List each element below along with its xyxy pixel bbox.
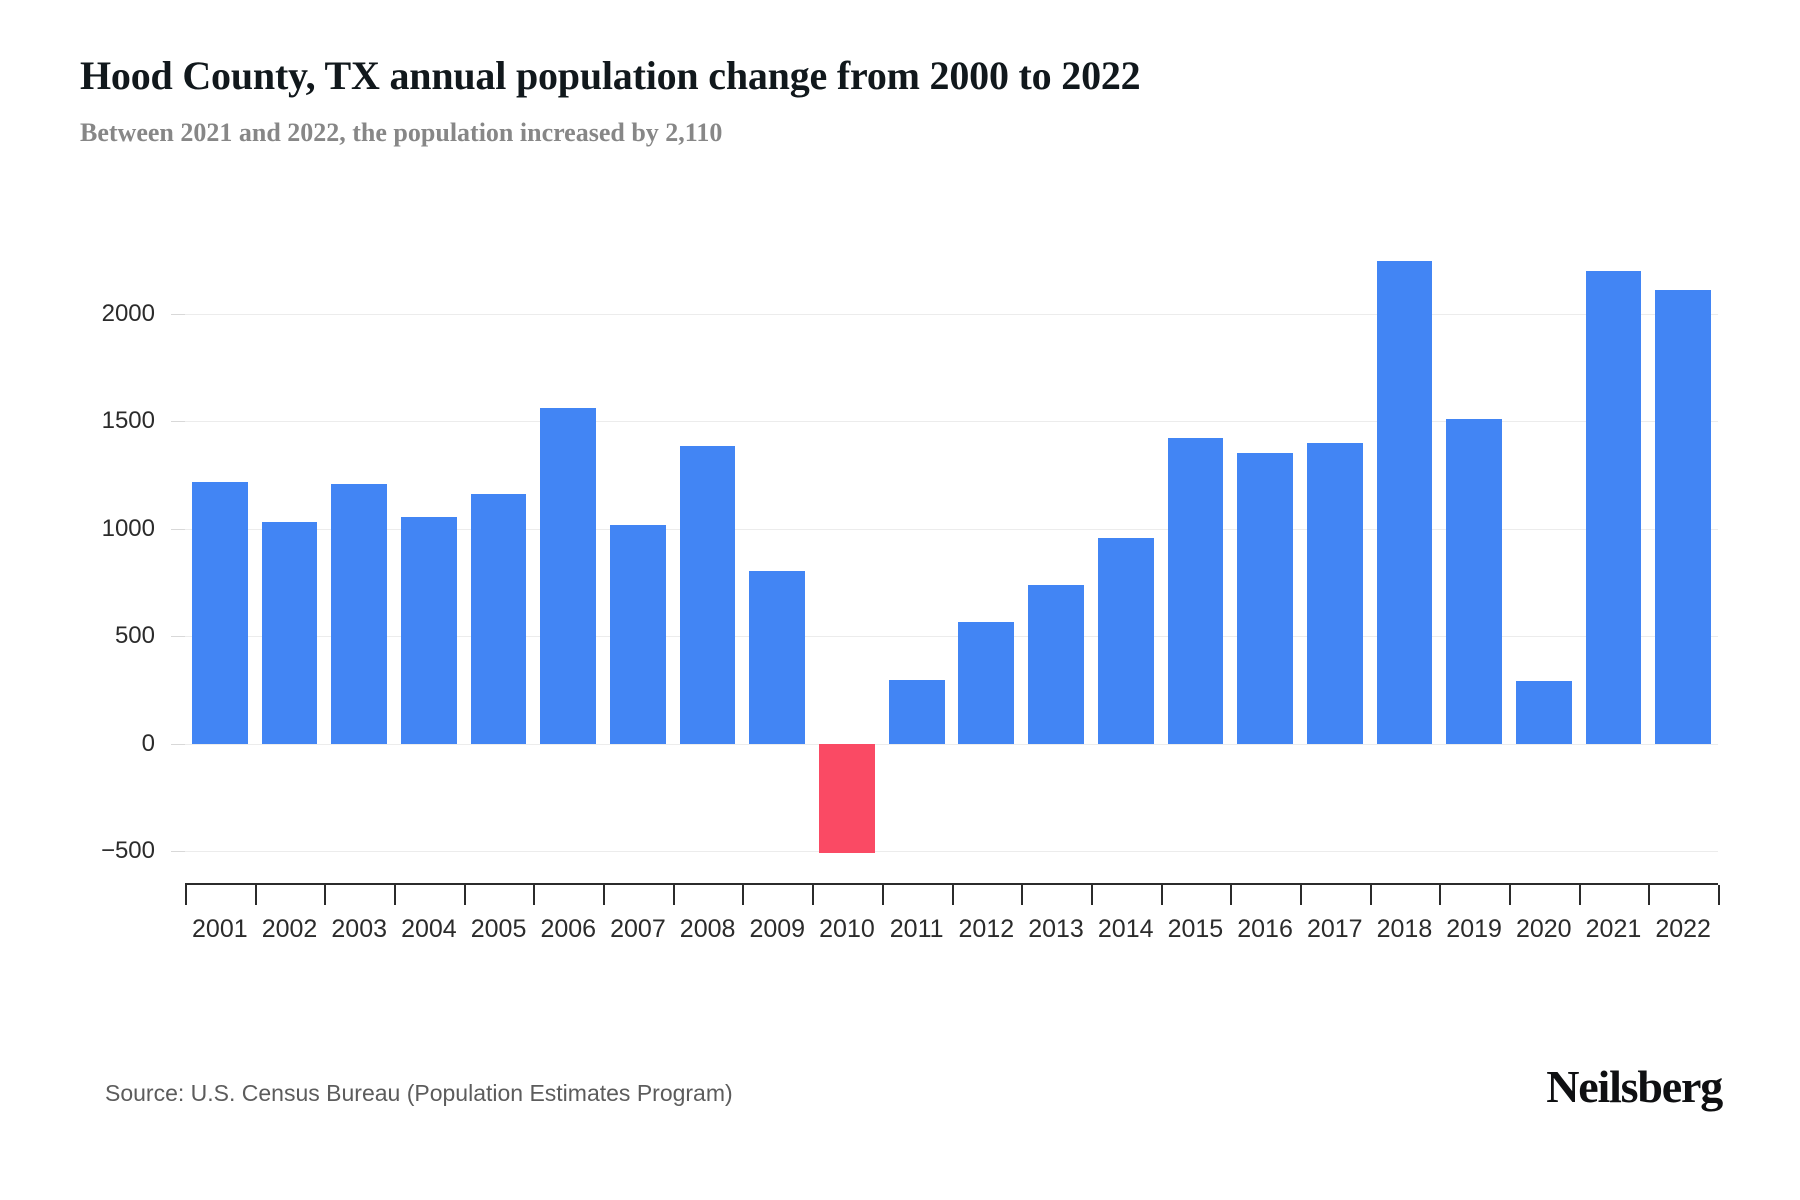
x-axis-label-2016: 2016: [1237, 915, 1293, 943]
chart-header: Hood County, TX annual population change…: [80, 50, 1720, 152]
x-axis-tick-mark: [1578, 885, 1581, 905]
x-axis-label-2011: 2011: [889, 915, 944, 943]
x-axis-line: [185, 883, 1718, 885]
gridline: [185, 851, 1718, 852]
x-axis-label-2020: 2020: [1515, 915, 1572, 943]
bar-2013[interactable]: [1028, 584, 1084, 744]
x-axis-label-2021: 2021: [1585, 915, 1642, 943]
page-title: Hood County, TX annual population change…: [80, 53, 1141, 98]
x-axis-label-2014: 2014: [1097, 915, 1154, 943]
x-axis-tick-mark: [463, 885, 466, 905]
brand-logo: Neilsberg: [1546, 1061, 1723, 1112]
x-axis-label-2012: 2012: [958, 915, 1015, 943]
chart-subtitle: Between 2021 and 2022, the population in…: [80, 118, 723, 147]
x-axis-tick-mark: [324, 885, 327, 905]
x-axis-label-2005: 2005: [470, 915, 527, 943]
bar-2020[interactable]: [1515, 681, 1572, 744]
y-axis-label: 500: [114, 622, 155, 650]
x-axis-label-2013: 2013: [1028, 915, 1084, 943]
y-axis-tick-mark: [171, 743, 185, 745]
x-axis-tick-mark: [742, 885, 745, 905]
x-axis-tick-mark: [394, 885, 397, 905]
bar-2014[interactable]: [1097, 538, 1154, 744]
x-axis-label-2018: 2018: [1376, 915, 1433, 943]
x-axis-tick-mark: [1648, 885, 1651, 905]
x-axis-label-2022: 2022: [1655, 915, 1711, 943]
bar-2002[interactable]: [261, 522, 318, 744]
y-axis-label: 1000: [101, 514, 155, 542]
y-axis-tick-mark: [171, 528, 185, 530]
gridline: [185, 743, 1718, 745]
x-axis-label-2006: 2006: [540, 915, 597, 943]
x-axis-tick-mark: [881, 885, 884, 905]
x-axis-label-2001: 2001: [192, 915, 248, 943]
bar-2018[interactable]: [1376, 261, 1433, 744]
x-axis-label-2017: 2017: [1306, 915, 1363, 943]
bar-2009[interactable]: [749, 570, 806, 744]
bar-2021[interactable]: [1585, 270, 1642, 744]
bar-2007[interactable]: [610, 525, 666, 744]
y-axis-tick-mark: [171, 851, 185, 852]
x-axis-tick-mark: [1299, 885, 1302, 905]
source-note: Source: U.S. Census Bureau (Population E…: [105, 1080, 733, 1106]
x-axis-tick-mark: [1230, 885, 1233, 905]
gridline: [185, 636, 1718, 638]
x-axis-label-2010: 2010: [819, 915, 875, 943]
bar-2022[interactable]: [1655, 290, 1712, 744]
x-axis-tick-mark: [951, 885, 954, 905]
x-axis-tick-mark: [672, 885, 675, 905]
bar-2001[interactable]: [191, 482, 248, 744]
bar-2003[interactable]: [331, 483, 388, 744]
bar-2019[interactable]: [1446, 419, 1502, 744]
x-axis-label-2004: 2004: [401, 915, 457, 943]
bar-2006[interactable]: [540, 408, 597, 744]
x-axis-tick-mark: [1369, 885, 1372, 905]
y-axis-label: 1500: [101, 407, 155, 435]
bar-2005[interactable]: [470, 494, 527, 744]
bar-2012[interactable]: [958, 622, 1015, 744]
y-axis-tick-mark: [171, 421, 185, 423]
gridline: [185, 421, 1718, 423]
x-axis-tick-mark: [254, 885, 257, 905]
gridline: [185, 313, 1718, 315]
x-axis-tick-mark: [1439, 885, 1442, 905]
x-axis-tick-mark: [1508, 885, 1511, 905]
x-axis-tick-mark: [812, 885, 815, 905]
x-axis-label-2015: 2015: [1167, 915, 1224, 943]
x-axis-tick-mark: [1160, 885, 1163, 905]
x-axis-tick-mark: [1718, 885, 1720, 905]
y-axis-tick-mark: [171, 636, 185, 638]
bar-2015[interactable]: [1167, 438, 1224, 744]
x-axis-tick-mark: [533, 885, 536, 905]
y-axis-label: 0: [141, 729, 155, 757]
x-axis-label-2007: 2007: [610, 915, 666, 943]
x-axis-tick-mark: [1021, 885, 1024, 905]
x-axis-tick-mark: [185, 885, 187, 905]
bar-2010[interactable]: [819, 743, 875, 854]
bar-2011[interactable]: [888, 680, 945, 744]
x-axis-label-2002: 2002: [261, 915, 318, 943]
x-axis-label-2009: 2009: [749, 915, 806, 943]
bar-2017[interactable]: [1306, 442, 1363, 744]
x-axis-tick-mark: [1090, 885, 1093, 905]
bar-2008[interactable]: [679, 445, 736, 744]
y-axis-label: −500: [100, 837, 155, 864]
bar-2004[interactable]: [401, 516, 457, 744]
y-axis-label: 2000: [101, 299, 155, 327]
y-axis-tick-mark: [171, 313, 185, 315]
x-axis-tick-mark: [603, 885, 606, 905]
x-axis-label-2019: 2019: [1446, 915, 1502, 943]
gridline: [185, 528, 1718, 530]
x-axis-label-2008: 2008: [679, 915, 736, 943]
bar-2016[interactable]: [1237, 453, 1293, 744]
x-axis-label-2003: 2003: [331, 915, 388, 943]
